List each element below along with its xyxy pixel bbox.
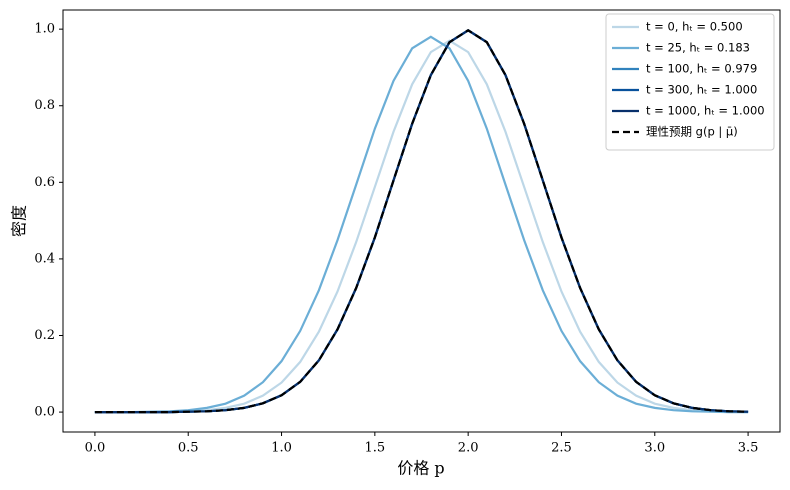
legend-label: t = 300, hₜ = 1.000 (646, 83, 757, 97)
y-tick-label: 0.8 (34, 98, 55, 113)
x-tick-label: 0.5 (178, 441, 199, 456)
legend-label: 理性预期 g(p | μ̄) (646, 125, 738, 139)
plot-frame (62, 9, 781, 433)
x-tick-label: 1.0 (271, 441, 292, 456)
x-tick-label: 2.0 (458, 441, 479, 456)
x-tick-label: 3.5 (738, 441, 759, 456)
y-axis-label: 密度 (10, 205, 29, 237)
y-tick-label: 0.2 (34, 328, 55, 343)
legend-label: t = 100, hₜ = 0.979 (646, 62, 757, 76)
x-axis-label: 价格 p (397, 459, 444, 478)
legend-box (605, 13, 775, 151)
y-tick-label: 1.0 (34, 22, 55, 37)
x-tick-label: 1.5 (365, 441, 386, 456)
y-tick-label: 0.4 (34, 251, 55, 266)
y-tick-label: 0.0 (34, 405, 55, 420)
legend-label: t = 0, hₜ = 0.500 (646, 20, 743, 34)
x-tick-label: 2.5 (551, 441, 572, 456)
x-tick-label: 3.0 (644, 441, 665, 456)
series-line (94, 28, 749, 414)
legend-label: t = 1000, hₜ = 1.000 (646, 104, 765, 118)
y-tick-label: 0.6 (34, 175, 55, 190)
legend-label: t = 25, hₜ = 0.183 (646, 41, 750, 55)
series-line (94, 35, 749, 414)
x-tick-label: 0.0 (85, 441, 106, 456)
